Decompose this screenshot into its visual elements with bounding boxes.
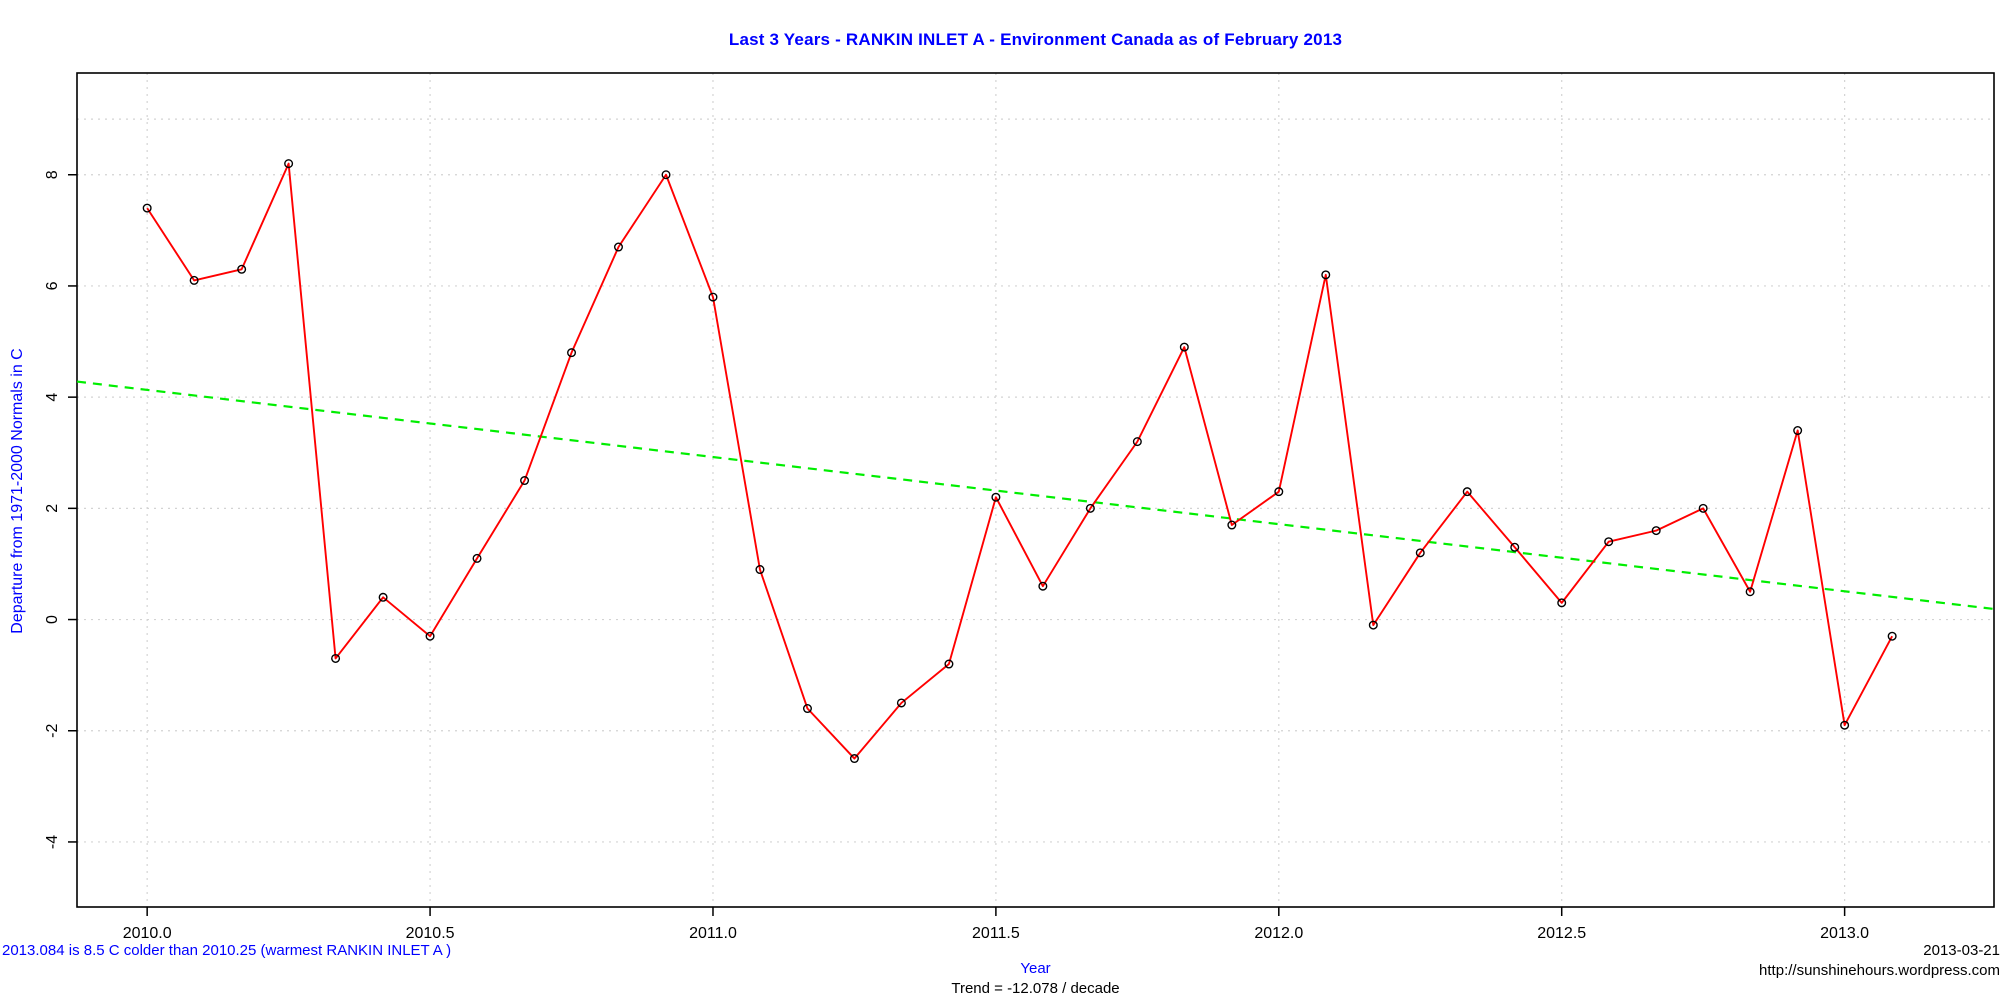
y-tick-label: 6 <box>44 281 61 290</box>
x-tick-label: 2011.5 <box>972 925 1020 942</box>
data-point-marker <box>1840 720 1850 730</box>
data-point-marker <box>1510 542 1520 552</box>
data-point-marker <box>1887 631 1897 641</box>
data-point-marker <box>472 553 482 563</box>
data-point-marker <box>1368 620 1378 630</box>
data-point-marker <box>849 754 859 764</box>
data-point-marker <box>1085 503 1095 513</box>
x-tick-label: 2012.5 <box>1537 925 1586 942</box>
data-point-marker <box>567 348 577 358</box>
data-point-marker <box>1038 581 1048 591</box>
plot-border <box>76 72 1995 908</box>
data-point-marker <box>1793 426 1803 436</box>
data-point-marker <box>1557 598 1567 608</box>
x-tick-label: 2010.5 <box>406 925 455 942</box>
x-tick-label: 2012.0 <box>1254 925 1303 942</box>
data-point-marker <box>1651 526 1661 536</box>
y-tick-label: -2 <box>44 724 61 738</box>
x-tick-label: 2010.0 <box>123 925 172 942</box>
data-point-marker <box>755 565 765 575</box>
data-point-marker <box>425 631 435 641</box>
data-point-marker <box>661 170 671 180</box>
y-tick-label: -4 <box>44 835 61 849</box>
data-point-marker <box>378 592 388 602</box>
data-point-marker <box>1179 342 1189 352</box>
y-tick-label: 8 <box>44 170 61 179</box>
footer-url: http://sunshinehours.wordpress.com <box>1759 962 2000 979</box>
data-point-marker <box>1604 537 1614 547</box>
x-tick-label: 2011.0 <box>689 925 737 942</box>
data-point-marker <box>896 698 906 708</box>
y-tick-label: 0 <box>44 615 61 624</box>
data-point-marker <box>237 264 247 274</box>
data-point-marker <box>189 275 199 285</box>
data-point-marker <box>708 292 718 302</box>
data-point-marker <box>1227 520 1237 530</box>
data-point-marker <box>142 203 152 213</box>
data-point-marker <box>1462 487 1472 497</box>
data-point-marker <box>331 653 341 663</box>
data-point-marker <box>944 659 954 669</box>
x-tick-label: 2013.0 <box>1820 925 1869 942</box>
series-line <box>146 162 1893 760</box>
y-tick-label: 2 <box>44 504 61 513</box>
chart-title: Last 3 Years - RANKIN INLET A - Environm… <box>728 30 1343 49</box>
data-point-marker <box>991 492 1001 502</box>
data-point-marker <box>613 242 623 252</box>
x-axis-label: Year <box>1020 960 1051 977</box>
y-tick-label: 4 <box>44 393 61 402</box>
data-point-marker <box>1321 270 1331 280</box>
data-point-marker <box>520 476 530 486</box>
footer-date: 2013-03-21 <box>1923 942 2000 959</box>
data-point-marker <box>802 704 812 714</box>
annotation-warmest-comparison: 2013.084 is 8.5 C colder than 2010.25 (w… <box>2 942 452 959</box>
data-point-marker <box>1698 503 1708 513</box>
trend-annotation: Trend = -12.078 / decade <box>951 980 1120 997</box>
data-point-marker <box>1274 487 1284 497</box>
data-point-marker <box>1415 548 1425 558</box>
trend-line <box>76 380 1995 611</box>
data-point-marker <box>284 159 294 169</box>
data-point-marker <box>1132 437 1142 447</box>
data-point-marker <box>1745 587 1755 597</box>
